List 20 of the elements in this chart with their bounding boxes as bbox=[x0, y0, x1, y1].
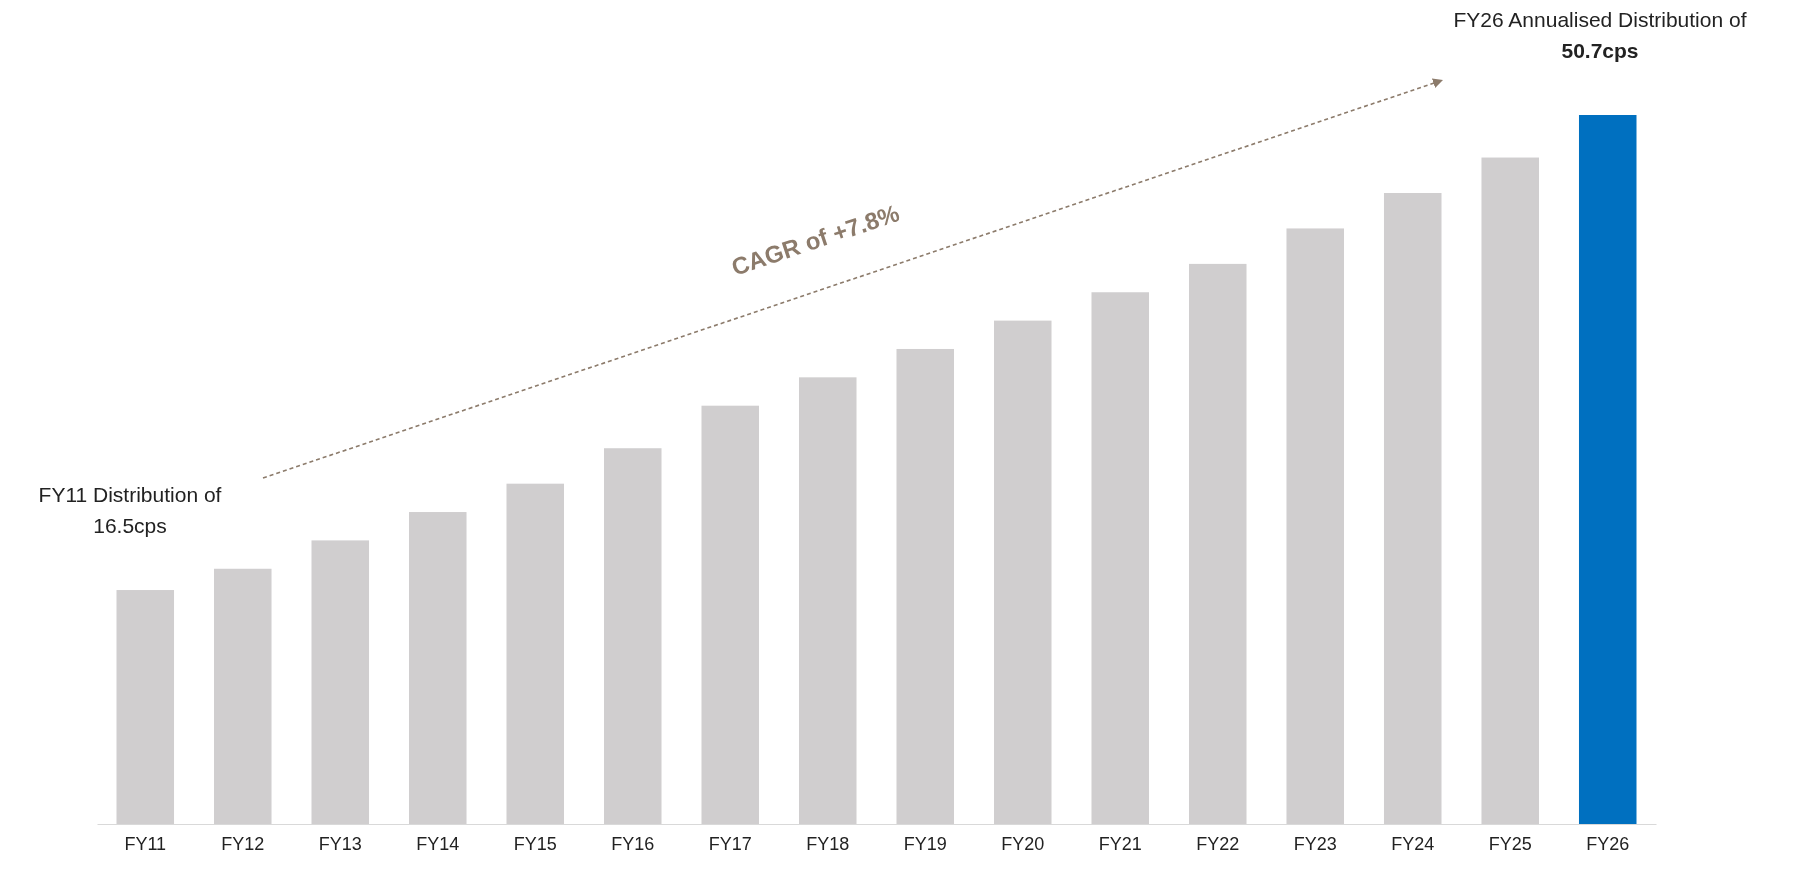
x-tick-label: FY26 bbox=[1586, 834, 1630, 855]
x-tick-label: FY25 bbox=[1488, 834, 1532, 855]
bar bbox=[1578, 115, 1637, 824]
x-tick-label: FY11 bbox=[124, 834, 167, 855]
x-tick-label: FY23 bbox=[1293, 834, 1337, 855]
x-tick-label: FY22 bbox=[1196, 834, 1240, 855]
x-tick-label: FY24 bbox=[1391, 834, 1435, 855]
x-tick-label: FY20 bbox=[1001, 834, 1045, 855]
x-tick-label: FY17 bbox=[708, 834, 752, 855]
x-tick-label: FY18 bbox=[806, 834, 850, 855]
x-tick-label: FY15 bbox=[513, 834, 557, 855]
annotation: CAGR of +7.8% bbox=[727, 199, 903, 281]
x-tick-label: FY14 bbox=[416, 834, 460, 855]
x-tick-label: FY19 bbox=[903, 834, 947, 855]
x-tick-label: FY12 bbox=[221, 834, 265, 855]
x-tick-label: FY16 bbox=[611, 834, 655, 855]
annotation: FY11 Distribution of 16.5cps bbox=[38, 483, 222, 538]
x-tick-label: FY13 bbox=[318, 834, 362, 855]
annotation: FY26 Annualised Distribution of 50.7cps bbox=[1453, 8, 1747, 62]
x-tick-label: FY21 bbox=[1098, 834, 1142, 855]
